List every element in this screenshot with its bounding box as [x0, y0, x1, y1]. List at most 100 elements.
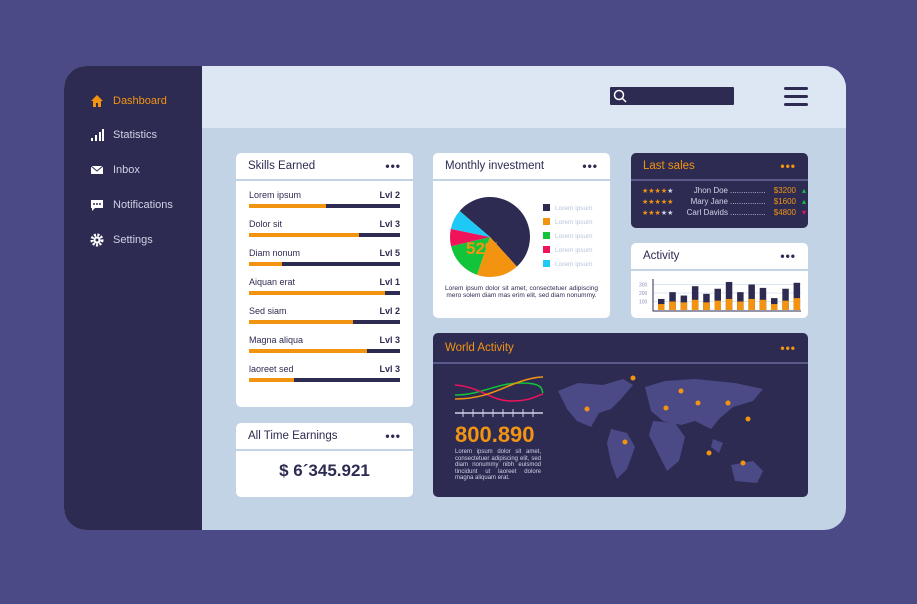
activity-bar-orange: [691, 299, 699, 310]
sidebar-item-label: Statistics: [113, 129, 158, 141]
more-options-icon[interactable]: •••: [780, 340, 796, 355]
more-options-icon[interactable]: •••: [582, 159, 598, 173]
rating-stars: ★★★★★: [642, 198, 674, 206]
skill-name: Diam nonum: [249, 248, 301, 258]
world-activity-card: World Activity ••• 800.890 Lorem ipsum do…: [433, 333, 808, 497]
gear-icon: [90, 233, 104, 247]
activity-bar-chart: 300 200 100: [639, 279, 801, 312]
world-description: Lorem ipsum dolor sit amet, consectetuer…: [455, 449, 541, 481]
skill-progress-bar: [249, 349, 400, 353]
skill-name: Dolor sit: [249, 219, 283, 229]
skill-progress-fill: [249, 378, 295, 382]
pie-slice: [450, 228, 490, 247]
home-icon: [91, 95, 103, 107]
y-tick-label: 100: [639, 300, 648, 306]
activity-bar-total: [691, 286, 699, 310]
sidebar-item-notifications[interactable]: Notifications: [90, 198, 173, 212]
skill-progress-bar: [249, 262, 400, 266]
legend-swatch: [543, 260, 550, 267]
world-map: [558, 375, 763, 483]
activity-bar-total: [725, 281, 733, 310]
sidebar-item-inbox[interactable]: Inbox: [90, 163, 140, 177]
skill-progress-bar: [249, 291, 400, 295]
sidebar-item-label: Notifications: [113, 199, 173, 211]
skill-name: Sed siam: [249, 306, 287, 316]
activity-bar-orange: [714, 300, 721, 310]
skill-level: Lvl 5: [379, 248, 400, 258]
rating-stars: ★★★★★: [642, 187, 674, 195]
trend-down-icon: ▾: [802, 208, 807, 217]
rating-stars: ★★★★★: [642, 209, 674, 217]
activity-bar-total: [771, 298, 778, 310]
search-icon: [613, 89, 627, 103]
activity-bar-orange: [680, 302, 688, 310]
legend-label: Lorem ipsum: [555, 261, 593, 268]
sidebar-item-statistics[interactable]: Statistics: [90, 128, 157, 142]
skill-progress-bar: [249, 204, 400, 208]
skill-progress-bar: [249, 233, 400, 237]
sale-amount: $1600: [773, 197, 796, 206]
activity-bar-orange: [658, 304, 665, 310]
activity-bar-total: [759, 287, 767, 310]
sale-name: Mary Jane: [690, 197, 728, 206]
more-options-icon[interactable]: •••: [780, 249, 796, 263]
more-options-icon[interactable]: •••: [385, 159, 401, 173]
sale-row: ★★★★★ Mary Jane.................. $1600 ▴: [631, 196, 808, 207]
sidebar-item-dashboard[interactable]: Dashboard: [90, 94, 167, 108]
activity-bar-orange: [782, 300, 789, 310]
activity-bar-orange: [771, 304, 778, 310]
more-options-icon[interactable]: •••: [385, 429, 401, 443]
leader-dots: ..................: [730, 197, 766, 206]
activity-bar-orange: [725, 298, 733, 310]
skill-progress-fill: [249, 233, 360, 237]
card-title: Activity: [643, 250, 680, 262]
legend-swatch: [543, 204, 550, 211]
activity-bar-total: [737, 292, 744, 310]
card-title: Skills Earned: [248, 160, 316, 172]
skill-level: Lvl 3: [379, 364, 400, 374]
skill-level: Lvl 1: [379, 277, 400, 287]
skills-card: Skills Earned ••• Lorem ipsum Lvl 2 Dolor s…: [236, 153, 413, 407]
pie-chart: 52% Lorem ipsum Lorem ipsum Lorem ipsum Lore…: [450, 197, 593, 277]
legend-label: Lorem ipsum: [555, 205, 593, 212]
sale-name: Carl Davids: [686, 208, 728, 217]
pie-slice: [459, 197, 530, 267]
sidebar-item-settings[interactable]: Settings: [90, 233, 153, 247]
skill-progress-bar: [249, 378, 400, 382]
world-activity-value: 800.890: [455, 422, 535, 447]
search-input[interactable]: [610, 87, 734, 105]
sale-row: ★★★★★ Carl Davids.................. $4800 ▾: [631, 207, 808, 218]
sidebar-item-label: Inbox: [113, 164, 140, 176]
legend-label: Lorem ipsum: [555, 233, 593, 240]
sale-amount: $4800: [773, 208, 796, 217]
activity-bar-total: [714, 288, 721, 310]
earnings-card: All Time Earnings ••• $ 6´345.921: [236, 423, 413, 497]
sale-amount: $3200: [773, 186, 796, 195]
leader-dots: ..................: [730, 186, 766, 195]
more-options-icon[interactable]: •••: [780, 159, 796, 173]
activity-bar-orange: [748, 298, 755, 310]
activity-bar-total: [669, 292, 676, 310]
sale-row: ★★★★★ Jhon Doe.................. $3200 ▴: [631, 185, 808, 196]
legend-label: Lorem ipsum: [555, 219, 593, 226]
sidebar-item-label: Settings: [113, 234, 153, 246]
activity-bar-orange: [737, 301, 744, 310]
activity-bar-orange: [669, 301, 676, 310]
top-bar: [202, 66, 846, 128]
activity-card: Activity ••• 300 200 100: [631, 243, 808, 318]
hamburger-menu-icon[interactable]: [784, 87, 808, 107]
skill-row: laoreet sed Lvl 3: [249, 355, 400, 384]
card-title: Monthly investment: [445, 160, 545, 172]
skill-row: Dolor sit Lvl 3: [249, 210, 400, 239]
skill-progress-bar: [249, 320, 400, 324]
pie-slice: [477, 237, 517, 277]
skill-progress-fill: [249, 262, 283, 266]
skill-progress-fill: [249, 291, 385, 295]
last-sales-card: Last sales ••• ★★★★★ Jhon Doe.............…: [631, 153, 808, 228]
trend-up-icon: ▴: [802, 186, 807, 195]
skill-level: Lvl 2: [379, 190, 400, 200]
card-title: World Activity: [445, 341, 514, 354]
activity-bar-total: [748, 284, 755, 310]
skill-progress-fill: [249, 204, 326, 208]
legend-swatch: [543, 232, 550, 239]
